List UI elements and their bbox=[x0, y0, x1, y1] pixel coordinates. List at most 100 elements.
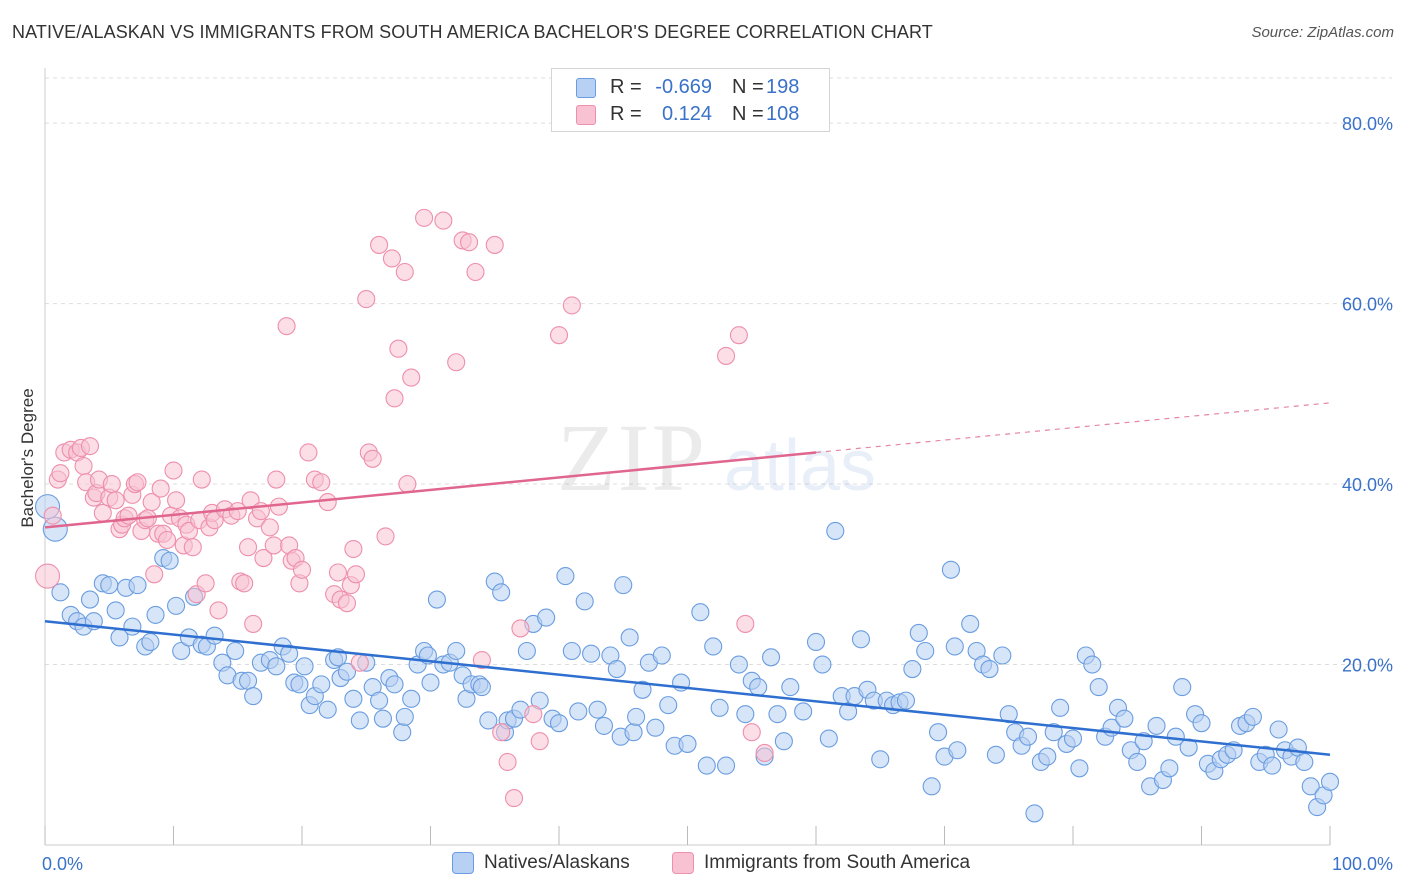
point-natives bbox=[761, 648, 781, 667]
point-natives bbox=[395, 707, 414, 726]
point-natives bbox=[167, 596, 186, 615]
point-natives bbox=[1051, 698, 1070, 717]
point-natives bbox=[244, 687, 263, 706]
point-natives bbox=[569, 702, 588, 721]
y-tick-label: 20.0% bbox=[1342, 656, 1393, 676]
point-natives bbox=[646, 718, 665, 737]
point-natives bbox=[1320, 772, 1340, 791]
point-natives bbox=[106, 601, 125, 620]
point-immigrants bbox=[260, 518, 279, 537]
point-immigrants bbox=[415, 208, 434, 227]
point-natives bbox=[916, 641, 935, 661]
point-immigrants bbox=[562, 296, 581, 315]
point-natives bbox=[941, 560, 960, 579]
point-natives bbox=[813, 655, 832, 674]
point-immigrants bbox=[183, 538, 202, 557]
legend-row-natives: R = -0.669 N = 198 bbox=[552, 74, 829, 100]
point-natives bbox=[1173, 678, 1192, 697]
watermark-zip: ZIP bbox=[557, 404, 707, 511]
point-natives bbox=[562, 641, 581, 661]
legend-row-immigrants: R = 0.124 N = 108 bbox=[552, 101, 829, 127]
trend-lines bbox=[44, 402, 1331, 757]
point-immigrants bbox=[402, 368, 421, 387]
point-natives bbox=[1025, 804, 1044, 823]
point-natives bbox=[652, 646, 671, 665]
point-natives bbox=[826, 521, 845, 541]
point-immigrants bbox=[492, 723, 511, 742]
point-natives bbox=[633, 680, 652, 699]
point-natives bbox=[421, 673, 440, 692]
correlation-legend: R = -0.669 N = 198 R = 0.124 N = 108 bbox=[551, 68, 830, 132]
point-immigrants bbox=[357, 290, 376, 309]
point-natives bbox=[710, 698, 729, 717]
point-natives bbox=[123, 617, 142, 636]
watermark-atlas: atlas bbox=[724, 426, 876, 506]
point-immigrants bbox=[466, 262, 485, 282]
point-natives bbox=[980, 659, 999, 679]
legend-r-label: R = bbox=[610, 75, 642, 98]
point-immigrants bbox=[459, 233, 479, 252]
point-natives bbox=[1128, 752, 1147, 772]
point-natives bbox=[295, 657, 314, 676]
series-legend: Natives/Alaskans Immigrants from South A… bbox=[0, 852, 1406, 876]
point-immigrants bbox=[716, 346, 736, 365]
point-natives bbox=[607, 659, 626, 679]
point-immigrants bbox=[318, 493, 337, 512]
point-immigrants bbox=[511, 619, 530, 638]
point-immigrants bbox=[346, 565, 366, 584]
point-natives bbox=[659, 696, 678, 715]
point-natives bbox=[768, 705, 787, 724]
point-immigrants bbox=[376, 527, 395, 546]
legend-item-immigrants[interactable]: Immigrants from South America bbox=[672, 852, 970, 874]
point-natives bbox=[1269, 720, 1288, 739]
point-immigrants bbox=[277, 317, 296, 336]
point-natives bbox=[427, 590, 446, 609]
point-natives bbox=[839, 702, 858, 721]
legend-item-natives[interactable]: Natives/Alaskans bbox=[452, 852, 630, 874]
point-natives bbox=[51, 583, 70, 602]
point-immigrants bbox=[192, 470, 211, 489]
point-natives bbox=[1044, 723, 1063, 742]
point-immigrants bbox=[74, 456, 93, 476]
point-natives bbox=[1018, 727, 1038, 746]
point-immigrants bbox=[167, 491, 186, 510]
point-natives bbox=[1070, 759, 1089, 778]
point-natives bbox=[961, 614, 980, 633]
point-immigrants bbox=[504, 789, 524, 808]
point-immigrants bbox=[363, 449, 382, 468]
point-immigrants bbox=[434, 211, 453, 230]
point-immigrants bbox=[549, 326, 569, 345]
point-natives bbox=[146, 605, 165, 624]
point-natives bbox=[999, 705, 1018, 724]
point-immigrants bbox=[106, 491, 125, 510]
point-immigrants bbox=[530, 732, 549, 751]
point-natives bbox=[1243, 707, 1262, 726]
point-natives bbox=[594, 716, 614, 735]
point-natives bbox=[1089, 678, 1108, 697]
point-immigrants bbox=[244, 614, 263, 633]
point-immigrants bbox=[742, 723, 761, 742]
point-immigrants bbox=[254, 549, 273, 568]
point-natives bbox=[948, 741, 967, 760]
point-immigrants bbox=[93, 503, 112, 522]
tick-labels: 20.0% 40.0% 60.0% 80.0% 0.0% 100.0% bbox=[42, 114, 1393, 874]
point-natives bbox=[267, 657, 286, 676]
point-natives bbox=[373, 709, 393, 728]
point-natives bbox=[582, 644, 601, 663]
point-natives bbox=[290, 675, 309, 694]
y-tick-label: 80.0% bbox=[1342, 114, 1393, 134]
point-immigrants bbox=[344, 539, 363, 559]
point-immigrants bbox=[472, 650, 491, 670]
point-natives bbox=[624, 723, 643, 742]
point-natives bbox=[312, 675, 331, 694]
point-natives bbox=[704, 637, 723, 656]
x-tick-label-max: 100.0% bbox=[1332, 854, 1393, 874]
point-immigrants bbox=[151, 479, 170, 498]
point-natives bbox=[993, 646, 1012, 665]
trend-line-immigrants bbox=[44, 451, 817, 529]
legend-r-value: 0.124 bbox=[661, 102, 712, 125]
point-natives bbox=[781, 678, 800, 697]
point-natives bbox=[1063, 729, 1083, 748]
point-immigrants bbox=[196, 574, 215, 593]
